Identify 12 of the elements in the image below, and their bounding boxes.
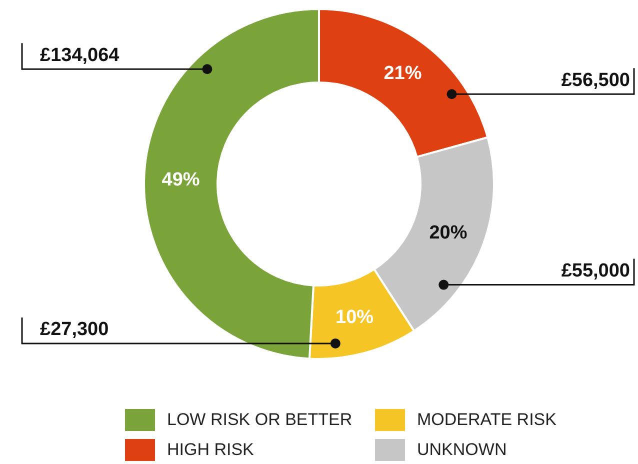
text: 21% (384, 63, 422, 84)
data-label: £55,000 (561, 260, 630, 282)
text: 49% (162, 169, 200, 190)
legend-label: LOW RISK OR BETTER (167, 410, 352, 430)
data-label: £134,064 (40, 44, 120, 66)
legend-label: MODERATE RISK (417, 410, 556, 430)
legend-label: UNKNOWN (417, 440, 507, 460)
data-label: £56,500 (561, 70, 630, 91)
data-label: £27,300 (40, 319, 109, 340)
text: 10% (335, 306, 374, 328)
text: 20% (429, 222, 468, 244)
legend-label: HIGH RISK (167, 440, 254, 460)
